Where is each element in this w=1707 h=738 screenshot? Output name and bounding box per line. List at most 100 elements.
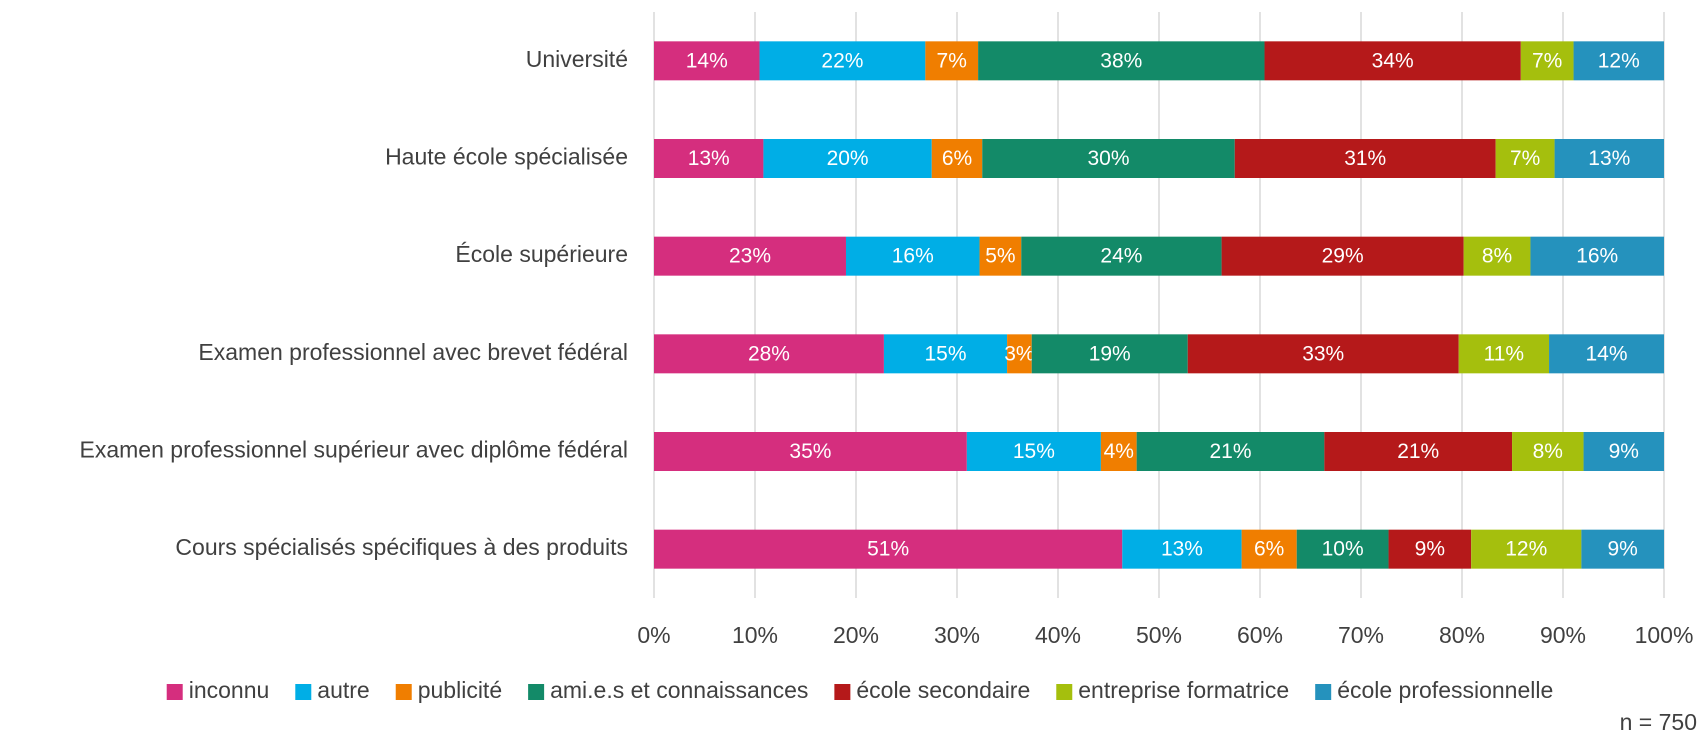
data-label: 5% xyxy=(985,245,1015,268)
data-label: 35% xyxy=(789,440,831,463)
bar-segment xyxy=(654,139,764,178)
bar-segment xyxy=(1388,529,1472,569)
bar-segment xyxy=(1581,529,1664,569)
bar-segment xyxy=(1549,334,1664,374)
legend-swatch xyxy=(1056,684,1073,700)
data-label: 7% xyxy=(1532,49,1562,72)
bar-segment xyxy=(1554,139,1664,178)
bar-segment xyxy=(1187,334,1459,374)
data-label: 6% xyxy=(1254,538,1284,561)
bar-segment xyxy=(654,41,760,81)
bar-segment xyxy=(1520,41,1574,81)
data-label: 28% xyxy=(748,342,790,365)
x-tick-label: 30% xyxy=(934,622,980,648)
data-label: 16% xyxy=(892,245,934,268)
data-label: 13% xyxy=(1588,147,1630,170)
bar-segment xyxy=(1512,432,1584,471)
data-label: 12% xyxy=(1598,49,1640,72)
bar-segment xyxy=(1031,334,1188,374)
y-tick-label: École supérieure xyxy=(455,241,628,267)
bar-segment xyxy=(966,432,1101,471)
data-label: 12% xyxy=(1505,538,1547,561)
x-tick-label: 40% xyxy=(1035,622,1081,648)
data-label: 29% xyxy=(1322,245,1364,268)
bar-segment xyxy=(845,236,980,276)
data-label: 4% xyxy=(1104,440,1134,463)
bar-segment xyxy=(759,41,926,81)
bar-segment xyxy=(1007,334,1032,374)
bar-segment xyxy=(1100,432,1137,471)
legend-swatch xyxy=(295,684,312,700)
x-tick-label: 70% xyxy=(1338,622,1384,648)
data-label: 8% xyxy=(1482,245,1512,268)
bar-segment xyxy=(654,529,1123,569)
data-label: 38% xyxy=(1100,49,1142,72)
bar-segment xyxy=(1463,236,1531,276)
bar-segment xyxy=(1264,41,1521,81)
bar-segment xyxy=(1122,529,1242,569)
bar-segment xyxy=(1296,529,1389,569)
data-label: 13% xyxy=(688,147,730,170)
data-label: 9% xyxy=(1608,538,1638,561)
x-tick-label: 60% xyxy=(1237,622,1283,648)
bar-segment xyxy=(1136,432,1325,471)
data-label: 7% xyxy=(937,49,967,72)
note: n = 750 xyxy=(1620,709,1697,735)
bar-segment xyxy=(1495,139,1555,178)
bar-segment xyxy=(978,41,1265,81)
data-label: 8% xyxy=(1533,440,1563,463)
data-label: 21% xyxy=(1397,440,1439,463)
data-label: 15% xyxy=(924,342,966,365)
x-tick-label: 20% xyxy=(833,622,879,648)
data-label: 14% xyxy=(686,49,728,72)
bar-segment xyxy=(1021,236,1222,276)
legend-label: ami.e.s et connaissances xyxy=(550,677,808,703)
legend-label: autre xyxy=(317,677,369,703)
data-label: 21% xyxy=(1209,440,1251,463)
data-label: 20% xyxy=(827,147,869,170)
y-tick-label: Examen professionnel avec brevet fédéral xyxy=(198,339,628,365)
legend-label: école secondaire xyxy=(856,677,1030,703)
legend-swatch xyxy=(528,684,545,700)
data-label: 13% xyxy=(1161,538,1203,561)
legend-label: entreprise formatrice xyxy=(1078,677,1289,703)
bar-segment xyxy=(654,334,884,374)
y-tick-label: Cours spécialisés spécifiques à des prod… xyxy=(175,534,628,560)
x-tick-label: 50% xyxy=(1136,622,1182,648)
bar-segment xyxy=(1471,529,1582,569)
bar-segment xyxy=(1458,334,1550,374)
y-tick-label: Examen professionnel supérieur avec dipl… xyxy=(80,437,628,463)
bar-segment xyxy=(763,139,932,178)
data-label: 31% xyxy=(1344,147,1386,170)
bar-segment xyxy=(1221,236,1464,276)
bar-segment xyxy=(1573,41,1664,81)
data-label: 3% xyxy=(1004,342,1034,365)
x-tick-label: 10% xyxy=(732,622,778,648)
x-tick-label: 100% xyxy=(1635,622,1694,648)
data-label: 19% xyxy=(1089,342,1131,365)
bar-segment xyxy=(654,432,967,471)
x-tick-label: 80% xyxy=(1439,622,1485,648)
bar-segment xyxy=(979,236,1022,276)
data-label: 16% xyxy=(1576,245,1618,268)
bar-segment xyxy=(1583,432,1664,471)
data-label: 10% xyxy=(1322,538,1364,561)
legend-label: publicité xyxy=(418,677,502,703)
y-tick-label: Université xyxy=(526,46,628,72)
bar-segment xyxy=(883,334,1008,374)
data-label: 9% xyxy=(1609,440,1639,463)
legend-swatch xyxy=(166,684,183,700)
legend-swatch xyxy=(834,684,851,700)
data-label: 22% xyxy=(821,49,863,72)
bar-segment xyxy=(1324,432,1513,471)
data-label: 51% xyxy=(867,538,909,561)
data-label: 9% xyxy=(1415,538,1445,561)
data-label: 15% xyxy=(1013,440,1055,463)
bar-segment xyxy=(654,236,846,276)
data-label: 34% xyxy=(1372,49,1414,72)
data-label: 14% xyxy=(1586,342,1628,365)
y-tick-label: Haute école spécialisée xyxy=(385,144,628,170)
bar-segment xyxy=(1241,529,1297,569)
x-tick-label: 0% xyxy=(637,622,670,648)
